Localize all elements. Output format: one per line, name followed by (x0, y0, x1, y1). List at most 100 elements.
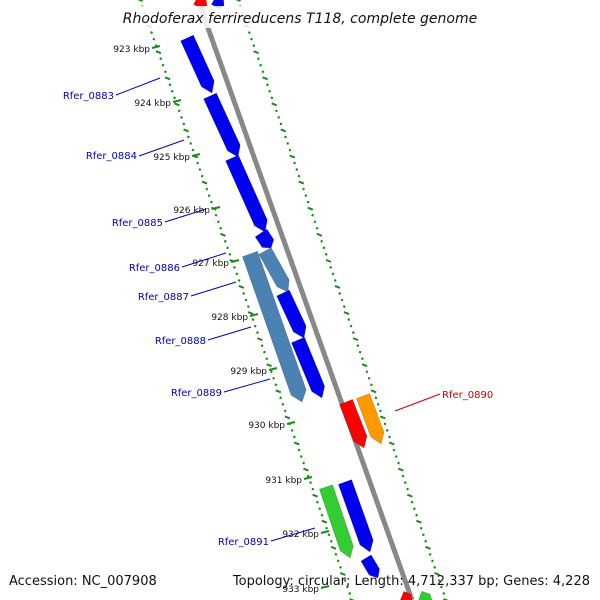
ruler-tick (352, 337, 359, 342)
ruler-tick (201, 180, 208, 185)
gene-label-rfer_0885[interactable]: Rfer_0885 (112, 218, 163, 229)
ruler-tick (334, 552, 338, 556)
ruler-tick (247, 31, 251, 35)
gene-label-rfer_0888[interactable]: Rfer_0888 (155, 336, 206, 347)
ruler-tick (394, 455, 398, 458)
ruler-major-tick (249, 313, 259, 317)
ruler-major-tick (303, 476, 313, 480)
ruler-tick (170, 89, 174, 93)
gene-arrow-rfer_0887[interactable] (258, 247, 290, 293)
gene-label-rfer_0889[interactable]: Rfer_0889 (171, 388, 222, 399)
gene-label-rfer_0890[interactable]: Rfer_0890 (442, 390, 493, 401)
gene-label-leader (207, 326, 252, 341)
ruler-tick (275, 109, 278, 113)
ruler-tick (330, 545, 337, 550)
ruler-tick (299, 455, 303, 458)
ruler-major-tick (172, 99, 182, 103)
ruler-tick (155, 50, 162, 55)
gene-arrow-partial[interactable] (400, 591, 413, 600)
ruler-tick (253, 324, 257, 328)
ruler-tick (260, 344, 264, 348)
gene-label-rfer_0886[interactable]: Rfer_0886 (129, 263, 180, 274)
ruler-tick (196, 161, 200, 165)
ruler-tick (307, 206, 314, 211)
ruler-tick (306, 200, 310, 204)
ruler-tick (383, 422, 387, 426)
ruler-tick (343, 311, 350, 315)
ruler-tick (347, 318, 351, 321)
gene-arrow-partial[interactable] (360, 554, 380, 579)
ruler-tick (370, 389, 377, 394)
ruler-tick (360, 357, 364, 361)
gene-arrow-rfer_0883[interactable] (180, 34, 215, 94)
gene-arrow-rfer_0888[interactable] (276, 289, 307, 339)
gene-label-leader (223, 378, 271, 393)
ruler-major-tick (320, 585, 330, 589)
gene-arrow-rfer_0889[interactable] (291, 336, 325, 399)
ruler-tick (349, 324, 353, 328)
ruler-tick (351, 331, 355, 335)
kbp-tick-label: 933 kbp (282, 585, 319, 595)
ruler-tick (374, 396, 378, 400)
kbp-tick-label: 927 kbp (192, 259, 229, 269)
gene-arrow-rfer_0890[interactable] (339, 399, 368, 449)
ruler-tick (263, 350, 266, 354)
gene-arrow-orange[interactable] (356, 393, 385, 445)
kbp-tick-label: 924 kbp (134, 99, 171, 109)
ruler-tick (256, 331, 259, 335)
ruler-tick (283, 409, 287, 413)
gene-label-rfer_0891[interactable]: Rfer_0891 (218, 537, 269, 548)
ruler-tick (440, 585, 443, 589)
genome-summary-text: Topology: circular; Length: 4,712,337 bp… (232, 574, 590, 589)
ruler-tick (321, 519, 328, 524)
title-backdrop (120, 6, 482, 28)
ruler-tick (252, 44, 256, 48)
ruler-tick (168, 83, 172, 87)
gene-label-rfer_0884[interactable]: Rfer_0884 (86, 151, 137, 162)
gene-arrow-rfer_0886[interactable] (254, 228, 275, 249)
ruler-tick (348, 592, 352, 595)
ruler-tick (298, 180, 305, 185)
ruler-tick (312, 493, 319, 498)
ruler-tick (207, 194, 211, 198)
ruler-tick (302, 461, 306, 465)
ruler-tick (259, 63, 263, 67)
ruler-tick (293, 441, 300, 446)
ruler-tick (315, 226, 319, 230)
ruler-tick (425, 545, 431, 550)
ruler-tick (198, 168, 202, 171)
kbp-tick-labels: 923 kbp 924 kbp 925 kbp 926 kbp 927 kbp 928 k… (113, 45, 330, 595)
ruler-tick (415, 513, 419, 517)
ruler-tick (325, 526, 329, 530)
gene-label-leader (394, 393, 441, 412)
ruler-tick (333, 279, 337, 282)
ruler-tick (297, 448, 301, 452)
ruler-tick (180, 115, 183, 119)
gene-arrow-green[interactable] (319, 484, 354, 559)
ruler-tick (302, 187, 305, 191)
gene-arrow-rfer_0887[interactable] (242, 250, 307, 403)
gene-labels: Rfer_0883 Rfer_0884 Rfer_0885 Rfer_0886 Rfer… (63, 77, 493, 548)
ruler-tick (342, 305, 346, 308)
ruler-tick (262, 76, 269, 81)
gene-arrow-partial[interactable] (418, 590, 433, 600)
gene-arrow-rfer_0891[interactable] (338, 479, 374, 553)
gene-arrow-rfer_0885[interactable] (225, 154, 268, 233)
ruler-tick (295, 168, 299, 171)
gene-label-leader (164, 208, 207, 223)
ruler-tick (334, 285, 341, 289)
gene-label-rfer_0887[interactable]: Rfer_0887 (138, 292, 189, 303)
ruler-tick (268, 89, 272, 93)
gene-arrow-rfer_0884[interactable] (203, 92, 241, 158)
gene-label-rfer_0883[interactable]: Rfer_0883 (63, 91, 114, 102)
ruler-tick (274, 383, 278, 387)
ruler-tick (253, 50, 259, 55)
ruler-tick (272, 376, 276, 380)
ruler-tick (186, 135, 190, 139)
ruler-tick (271, 102, 278, 107)
ruler-tick (275, 389, 282, 394)
ruler-tick (316, 500, 319, 504)
kbp-tick-label: 931 kbp (265, 476, 302, 486)
ruler-tick (177, 109, 181, 113)
ruler-tick (367, 376, 371, 380)
